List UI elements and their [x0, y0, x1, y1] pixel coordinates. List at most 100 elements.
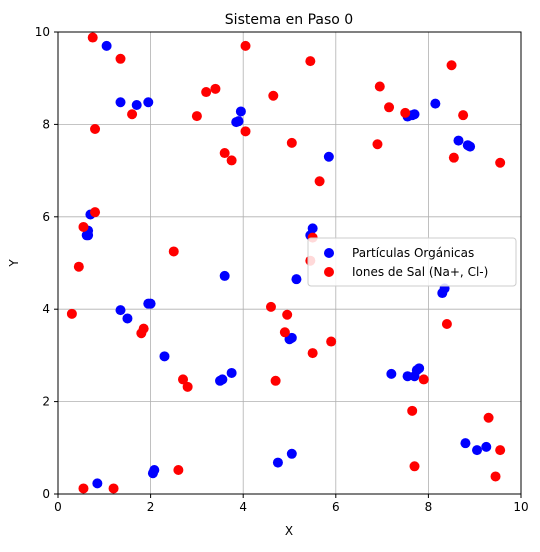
organic-particle-point: [460, 438, 471, 449]
organic-particle-point: [323, 151, 334, 162]
salt-ion-point: [265, 301, 276, 312]
salt-ion-point: [495, 445, 506, 456]
data-points: [66, 32, 506, 494]
salt-ion-point: [441, 318, 452, 329]
organic-particle-point: [386, 368, 397, 379]
x-tick-label: 8: [425, 500, 433, 514]
organic-particle-point: [122, 313, 133, 324]
organic-particle-point: [115, 305, 126, 316]
organic-particle-point: [472, 445, 483, 456]
salt-ion-point: [495, 157, 506, 168]
organic-particle-point: [235, 106, 246, 117]
salt-ion-point: [87, 32, 98, 43]
organic-particle-point: [219, 270, 230, 281]
organic-particle-point: [145, 298, 156, 309]
organic-particle-point: [465, 141, 476, 152]
organic-particle-point: [159, 351, 170, 362]
organic-particle-point: [217, 374, 228, 385]
salt-ion-point: [418, 374, 429, 385]
salt-ion-point: [108, 483, 119, 494]
salt-ion-point: [448, 152, 459, 163]
salt-ion-point: [407, 405, 418, 416]
series-salt-ions: [66, 32, 506, 494]
legend-marker-salt: [324, 267, 334, 277]
salt-ion-point: [66, 308, 77, 319]
organic-particle-point: [233, 116, 244, 127]
legend-label-salt: Iones de Sal (Na+, Cl-): [352, 265, 488, 279]
salt-ion-point: [446, 60, 457, 71]
y-tick-label: 4: [42, 302, 50, 316]
organic-particle-point: [92, 478, 103, 489]
organic-particle-point: [453, 135, 464, 146]
y-tick-label: 6: [42, 210, 50, 224]
salt-ion-point: [305, 56, 316, 67]
y-tick-label: 0: [42, 487, 50, 501]
x-tick-label: 10: [513, 500, 528, 514]
organic-particle-point: [115, 97, 126, 108]
y-tick-label: 8: [42, 117, 50, 131]
salt-ion-point: [268, 90, 279, 101]
salt-ion-point: [374, 81, 385, 92]
salt-ion-point: [483, 412, 494, 423]
salt-ion-point: [240, 126, 251, 137]
salt-ion-point: [226, 155, 237, 166]
legend-marker-organic: [324, 248, 334, 258]
salt-ion-point: [78, 483, 89, 494]
chart-title: Sistema en Paso 0: [225, 12, 353, 28]
plot-frame: [57, 31, 522, 495]
salt-ion-point: [409, 461, 420, 472]
legend: Partículas Orgánicas Iones de Sal (Na+, …: [307, 237, 517, 287]
salt-ion-point: [400, 107, 411, 118]
organic-particle-point: [101, 40, 112, 51]
organic-particle-point: [307, 223, 318, 234]
organic-particle-point: [131, 99, 142, 110]
salt-ion-point: [326, 336, 337, 347]
salt-ion-point: [314, 176, 325, 187]
salt-ion-point: [182, 381, 193, 392]
organic-particle-point: [414, 363, 425, 374]
salt-ion-point: [201, 87, 212, 98]
salt-ion-point: [210, 83, 221, 94]
salt-ion-point: [286, 137, 297, 148]
axis-ticks: 0 2 4 6 8 10 0 2 4 6 8 10: [35, 25, 529, 514]
salt-ion-point: [458, 110, 469, 121]
salt-ion-point: [90, 207, 101, 218]
organic-particle-point: [286, 448, 297, 459]
organic-particle-point: [226, 367, 237, 378]
salt-ion-point: [240, 40, 251, 51]
x-tick-label: 0: [54, 500, 62, 514]
organic-particle-point: [430, 98, 441, 109]
salt-ion-point: [73, 261, 84, 272]
organic-particle-point: [481, 441, 492, 452]
salt-ion-point: [219, 148, 230, 159]
salt-ion-point: [307, 348, 318, 359]
organic-particle-point: [143, 97, 154, 108]
salt-ion-point: [90, 124, 101, 135]
y-tick-label: 10: [35, 25, 50, 39]
salt-ion-point: [168, 246, 179, 257]
y-tick-label: 2: [42, 395, 50, 409]
organic-particle-point: [402, 371, 413, 382]
x-axis-label: X: [285, 524, 293, 538]
organic-particle-point: [409, 109, 420, 120]
salt-ion-point: [372, 139, 383, 150]
organic-particle-point: [291, 274, 302, 285]
organic-particle-point: [286, 332, 297, 343]
salt-ion-point: [78, 221, 89, 232]
salt-ion-point: [178, 374, 189, 385]
salt-ion-point: [136, 328, 147, 339]
x-tick-label: 2: [147, 500, 155, 514]
salt-ion-point: [384, 102, 395, 113]
salt-ion-point: [127, 109, 138, 120]
legend-frame: [307, 237, 517, 287]
x-tick-label: 4: [239, 500, 247, 514]
salt-ion-point: [270, 375, 281, 386]
salt-ion-point: [490, 471, 501, 482]
organic-particle-point: [272, 457, 283, 468]
salt-ion-point: [115, 53, 126, 64]
x-tick-label: 6: [332, 500, 340, 514]
salt-ion-point: [191, 111, 202, 122]
salt-ion-point: [279, 327, 290, 338]
legend-label-organic: Partículas Orgánicas: [352, 246, 474, 260]
y-axis-label: Y: [7, 259, 21, 268]
